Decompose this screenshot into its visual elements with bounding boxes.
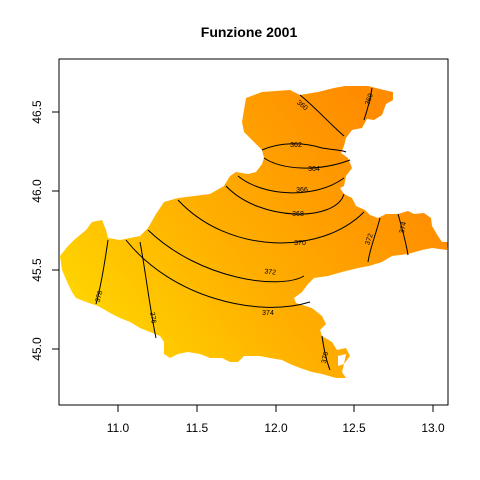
x-tick-label: 11.0 bbox=[107, 421, 130, 435]
contour-label-370: 370 bbox=[294, 240, 306, 247]
contour-label-364: 364 bbox=[308, 166, 320, 173]
y-tick-label: 46.0 bbox=[30, 179, 44, 203]
contour-label-374a: 374 bbox=[262, 310, 274, 317]
contour-label-376a: 376 bbox=[148, 312, 157, 325]
x-tick-label: 12.0 bbox=[264, 421, 288, 435]
contour-line-374b bbox=[397, 213, 409, 256]
contour-line-370 bbox=[177, 199, 365, 244]
contour-line-372a bbox=[147, 229, 305, 283]
y-axis bbox=[52, 111, 60, 350]
contour-line-362 bbox=[261, 143, 347, 153]
contour-lines bbox=[95, 87, 409, 371]
contour-line-366 bbox=[237, 175, 345, 194]
y-tick-labels: 45.0 45.5 46.0 46.5 bbox=[30, 100, 44, 361]
x-tick-label: 11.5 bbox=[186, 421, 209, 435]
contour-line-360a bbox=[299, 94, 345, 137]
contour-label-376b: 376 bbox=[321, 351, 330, 364]
contour-line-378 bbox=[95, 239, 109, 305]
contour-line-360b bbox=[363, 87, 373, 121]
x-tick-labels: 11.0 11.5 12.0 12.5 13.0 bbox=[107, 421, 445, 435]
contour-line-374a bbox=[125, 239, 311, 308]
contour-label-374b: 374 bbox=[399, 221, 408, 234]
contour-line-372b bbox=[367, 217, 381, 263]
x-axis bbox=[117, 404, 434, 412]
contour-line-376b bbox=[321, 335, 331, 371]
x-tick-label: 13.0 bbox=[421, 421, 445, 435]
y-tick-label: 46.5 bbox=[30, 100, 44, 124]
contour-label-360b: 360 bbox=[364, 93, 375, 106]
coastal-lagoon-notches bbox=[300, 292, 346, 366]
contour-label-372b: 372 bbox=[364, 233, 375, 246]
contour-label-362: 362 bbox=[290, 142, 302, 149]
y-tick-label: 45.0 bbox=[30, 337, 44, 361]
x-tick-label: 12.5 bbox=[342, 421, 366, 435]
y-tick-label: 45.5 bbox=[30, 258, 44, 282]
contour-label-368: 368 bbox=[292, 211, 304, 218]
contour-line-368 bbox=[225, 185, 345, 215]
contour-label-366: 366 bbox=[296, 187, 308, 194]
contour-label-378: 378 bbox=[95, 290, 105, 303]
chart-title: Funzione 2001 bbox=[201, 24, 298, 40]
contour-line-376a bbox=[139, 241, 157, 339]
region-veneto-shape bbox=[60, 86, 448, 378]
contour-line-364 bbox=[263, 157, 351, 169]
contour-label-372a: 372 bbox=[264, 268, 276, 276]
